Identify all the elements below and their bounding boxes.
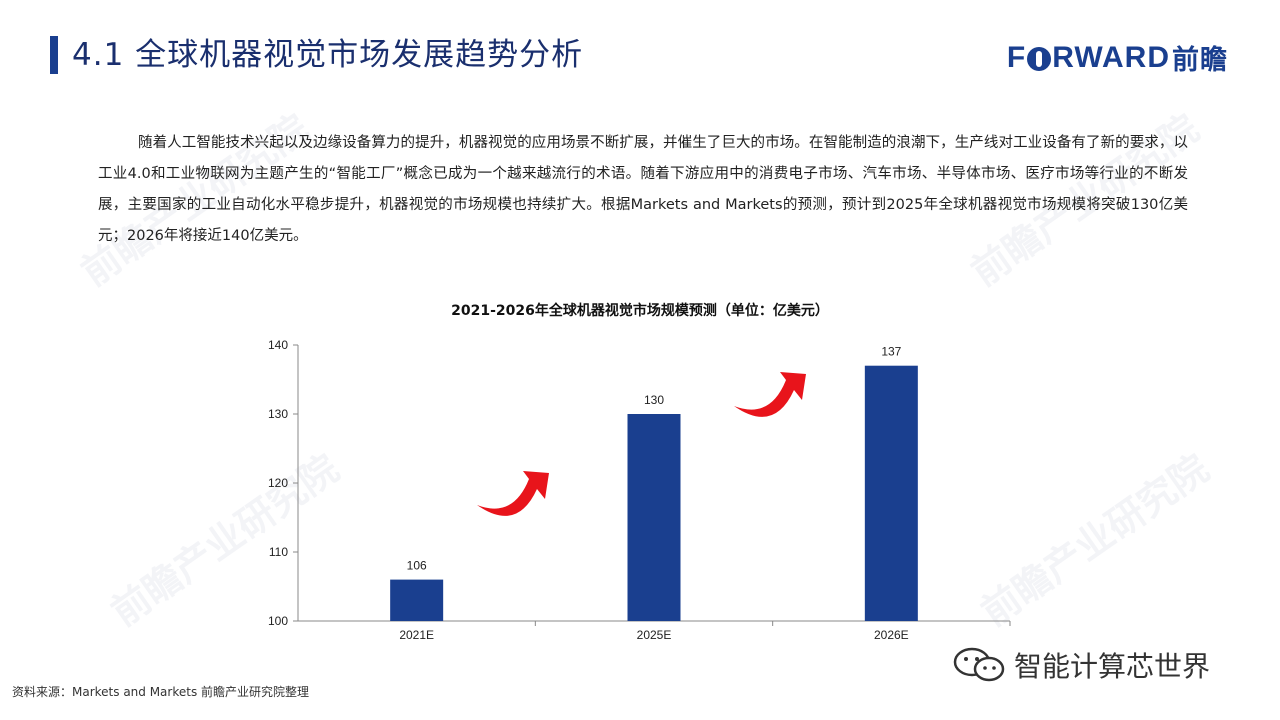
title-accent-bar <box>50 36 58 74</box>
bar <box>390 579 444 621</box>
y-tick-label: 100 <box>268 614 288 628</box>
y-tick-label: 130 <box>268 407 288 421</box>
trend-arrow-icon <box>477 471 549 516</box>
forward-logo: F RWARD 前瞻 <box>1007 38 1228 77</box>
trend-arrow-icon <box>734 372 806 417</box>
logo-letters-rward: RWARD <box>1052 40 1170 74</box>
intro-paragraph: 随着人工智能技术兴起以及边缘设备算力的提升，机器视觉的应用场景不断扩展，并催生了… <box>98 135 1188 244</box>
bar-value-label: 137 <box>881 345 901 359</box>
bar <box>627 414 681 621</box>
x-tick-label: 2021E <box>399 628 434 642</box>
bar <box>864 365 918 621</box>
wechat-account: 智能计算芯世界 <box>952 645 1210 685</box>
bar-value-label: 130 <box>644 393 664 407</box>
y-tick-label: 120 <box>268 476 288 490</box>
y-tick-label: 140 <box>268 338 288 352</box>
logo-o-icon <box>1027 46 1052 71</box>
x-tick-label: 2026E <box>874 628 909 642</box>
page-title: 4.1 全球机器视觉市场发展趋势分析 <box>72 37 584 73</box>
logo-letter-f: F <box>1006 40 1027 74</box>
x-tick-label: 2025E <box>637 628 672 642</box>
y-tick-label: 110 <box>269 545 288 559</box>
wechat-account-name: 智能计算芯世界 <box>1014 650 1211 683</box>
wechat-icon <box>953 647 1005 682</box>
bar-value-label: 106 <box>407 559 427 573</box>
logo-cjk-text: 前瞻 <box>1172 45 1228 76</box>
source-note: 资料来源：Markets and Markets 前瞻产业研究院整理 <box>12 685 310 699</box>
chart-title: 2021-2026年全球机器视觉市场规模预测（单位：亿美元） <box>451 303 829 319</box>
